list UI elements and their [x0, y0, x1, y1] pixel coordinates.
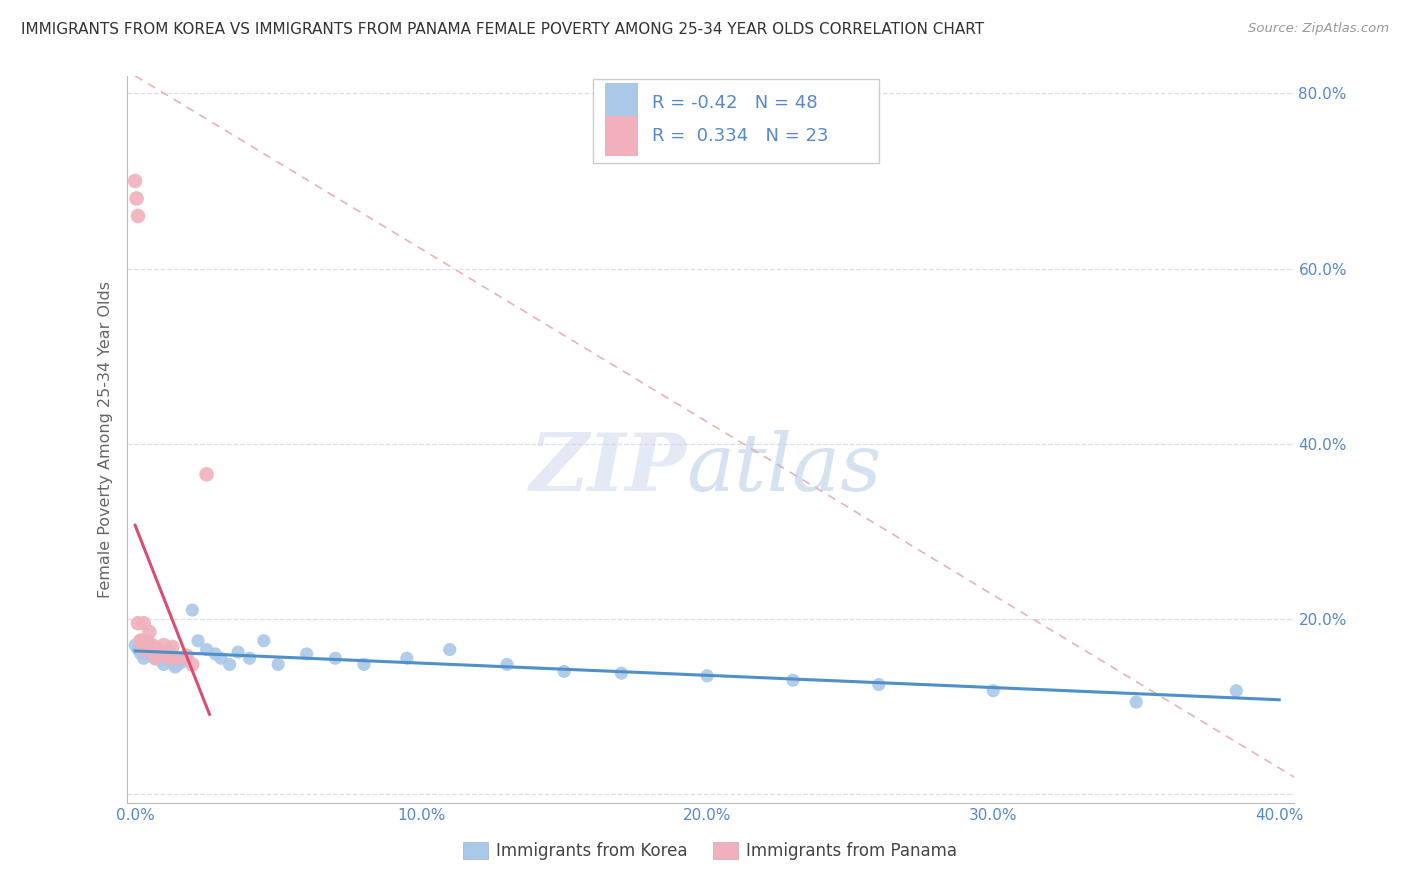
Point — [238, 651, 260, 665]
Point — [195, 467, 218, 482]
Point — [141, 638, 163, 652]
Point — [218, 657, 240, 672]
Point — [152, 657, 174, 672]
Point — [782, 673, 804, 688]
Legend: Immigrants from Korea, Immigrants from Panama: Immigrants from Korea, Immigrants from P… — [457, 836, 963, 867]
Point — [152, 638, 174, 652]
Point — [159, 651, 181, 665]
Point — [138, 625, 160, 640]
Point — [135, 633, 157, 648]
Point — [204, 647, 226, 661]
Point — [132, 642, 155, 657]
Point — [135, 640, 157, 654]
Point — [138, 642, 160, 657]
Text: IMMIGRANTS FROM KOREA VS IMMIGRANTS FROM PANAMA FEMALE POVERTY AMONG 25-34 YEAR : IMMIGRANTS FROM KOREA VS IMMIGRANTS FROM… — [21, 22, 984, 37]
Point — [209, 651, 232, 665]
Point — [132, 647, 155, 661]
Point — [162, 640, 184, 654]
Point — [610, 666, 633, 681]
Text: R =  0.334   N = 23: R = 0.334 N = 23 — [652, 127, 828, 145]
Point — [295, 647, 318, 661]
Point — [162, 656, 184, 670]
Point — [129, 633, 152, 648]
Text: ZIP: ZIP — [530, 430, 686, 508]
Bar — [605, 116, 638, 156]
Point — [696, 669, 718, 683]
Text: Source: ZipAtlas.com: Source: ZipAtlas.com — [1249, 22, 1389, 36]
Point — [353, 657, 375, 672]
Point — [143, 647, 166, 661]
Point — [195, 642, 218, 657]
Point — [132, 616, 155, 631]
Point — [226, 645, 249, 659]
Point — [170, 656, 193, 670]
Point — [439, 642, 461, 657]
Point — [135, 636, 157, 650]
Point — [132, 651, 155, 665]
Point — [141, 642, 163, 657]
Point — [127, 642, 149, 657]
Point — [325, 651, 347, 665]
Bar — [593, 79, 879, 163]
Y-axis label: Female Poverty Among 25-34 Year Olds: Female Poverty Among 25-34 Year Olds — [97, 281, 112, 598]
Text: R = -0.42   N = 48: R = -0.42 N = 48 — [652, 94, 817, 112]
Point — [143, 651, 166, 665]
Point — [176, 648, 198, 663]
Point — [253, 633, 276, 648]
Point — [267, 657, 290, 672]
Point — [553, 665, 575, 679]
Point — [149, 654, 172, 668]
Point — [129, 633, 152, 648]
Point — [187, 633, 209, 648]
Point — [868, 677, 890, 691]
Point — [149, 647, 172, 661]
Point — [127, 616, 149, 631]
Point — [181, 657, 204, 672]
Point — [141, 648, 163, 663]
Text: atlas: atlas — [686, 430, 882, 508]
Point — [1225, 683, 1247, 698]
Point — [135, 638, 157, 652]
Point — [146, 642, 169, 657]
Point — [981, 683, 1004, 698]
Point — [165, 660, 187, 674]
Point — [143, 651, 166, 665]
Point — [159, 645, 181, 659]
Point — [146, 651, 169, 665]
Point — [395, 651, 418, 665]
Point — [1125, 695, 1147, 709]
Point — [125, 191, 148, 205]
Point — [129, 647, 152, 661]
Point — [127, 209, 149, 223]
Point — [496, 657, 519, 672]
Point — [155, 651, 177, 665]
Point — [124, 638, 146, 652]
Point — [129, 633, 152, 648]
Bar — [605, 83, 638, 123]
Point — [124, 174, 146, 188]
Point — [181, 603, 204, 617]
Point — [176, 651, 198, 665]
Point — [167, 651, 190, 665]
Point — [167, 657, 190, 672]
Point — [146, 642, 169, 657]
Point — [138, 638, 160, 652]
